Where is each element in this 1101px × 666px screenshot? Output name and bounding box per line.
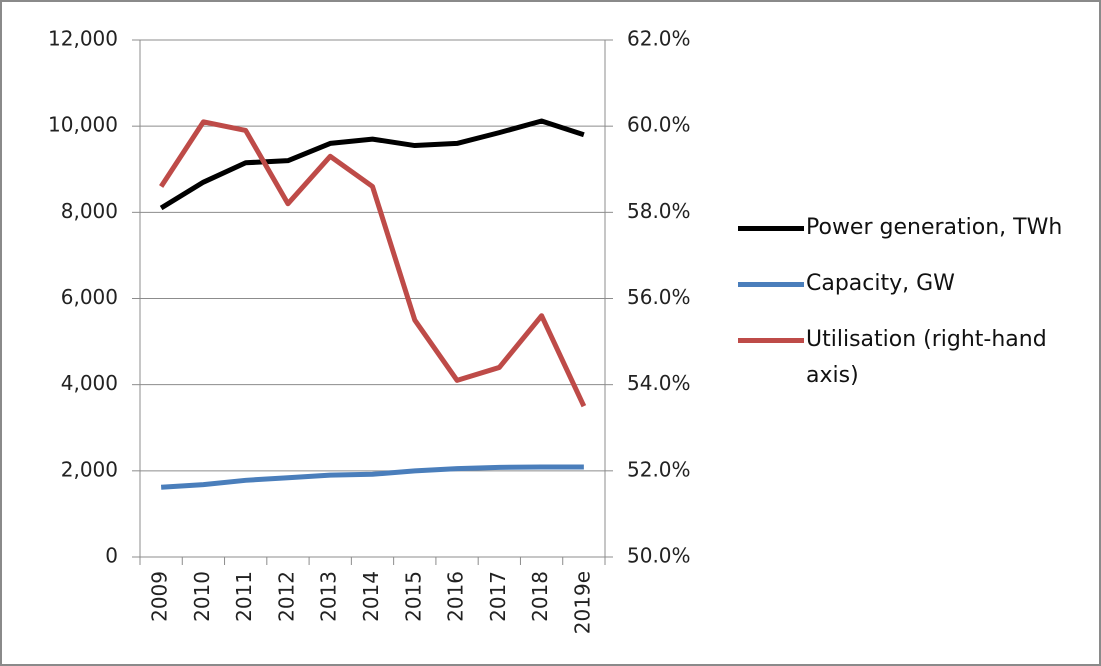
legend-label: Utilisation (right-hand axis) xyxy=(806,327,1047,388)
x-tick-label: 2013 xyxy=(317,571,341,622)
x-tick-label: 2016 xyxy=(444,571,468,622)
legend-item: Power generation, TWh xyxy=(738,210,1088,246)
y-tick-label: 0 xyxy=(105,544,118,568)
x-tick-label: 2019e xyxy=(570,571,594,634)
x-tick-label: 2009 xyxy=(148,571,172,622)
y2-tick-label: 62.0% xyxy=(627,27,691,51)
legend-label: Power generation, TWh xyxy=(806,215,1063,240)
x-tick-label: 2018 xyxy=(528,571,552,622)
x-tick-label: 2012 xyxy=(274,571,298,622)
legend: Power generation, TWh Capacity, GW Utilisa… xyxy=(738,210,1088,414)
y2-tick-label: 52.0% xyxy=(627,457,691,481)
y-tick-label: 2,000 xyxy=(61,457,118,481)
y-tick-label: 6,000 xyxy=(61,285,118,309)
x-tick-label: 2015 xyxy=(401,571,425,622)
x-tick-label: 2010 xyxy=(190,571,214,622)
series-line xyxy=(159,118,585,211)
y2-tick-label: 60.0% xyxy=(627,113,691,137)
series-line xyxy=(160,464,584,490)
y2-tick-label: 54.0% xyxy=(627,371,691,395)
x-tick-label: 2017 xyxy=(486,571,510,622)
y-tick-label: 4,000 xyxy=(61,371,118,395)
y2-tick-label: 50.0% xyxy=(627,544,691,568)
y2-tick-label: 58.0% xyxy=(627,199,691,223)
legend-swatch xyxy=(738,282,804,287)
y-tick-label: 12,000 xyxy=(48,27,118,51)
legend-item: Capacity, GW xyxy=(738,266,1088,302)
series-line xyxy=(159,119,587,408)
x-tick-label: 2011 xyxy=(232,571,256,622)
y-tick-label: 10,000 xyxy=(48,113,118,137)
x-tick-label: 2014 xyxy=(359,571,383,622)
y2-tick-label: 56.0% xyxy=(627,285,691,309)
legend-label: Capacity, GW xyxy=(806,271,955,296)
legend-swatch xyxy=(738,338,804,343)
legend-swatch xyxy=(738,226,804,231)
legend-item: Utilisation (right-hand axis) xyxy=(738,322,1088,394)
y-tick-label: 8,000 xyxy=(61,199,118,223)
